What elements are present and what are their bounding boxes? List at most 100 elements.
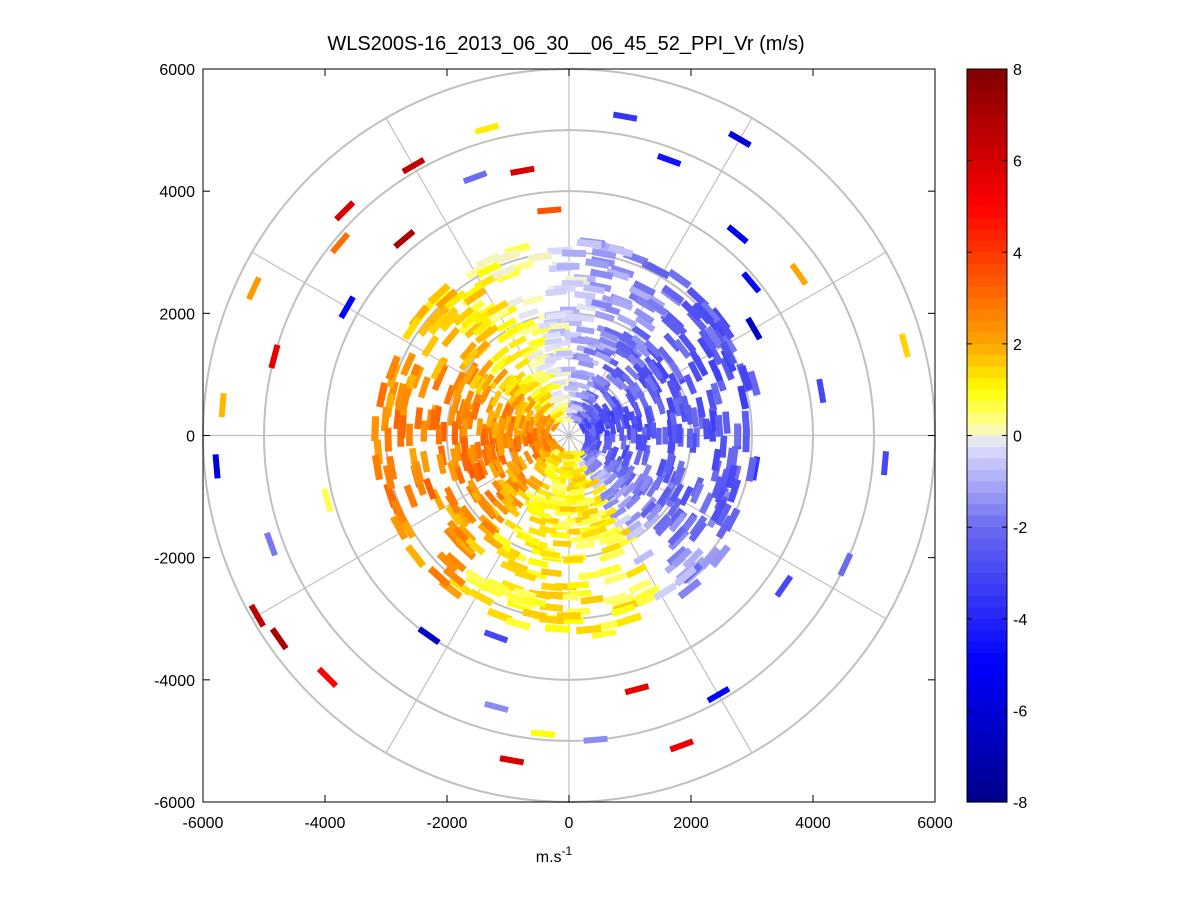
velocity-bin <box>496 547 518 563</box>
velocity-bin <box>576 303 597 312</box>
velocity-bin <box>541 515 560 525</box>
velocity-bin <box>657 346 675 366</box>
velocity-bin <box>589 268 614 280</box>
velocity-bin <box>490 358 507 376</box>
velocity-bin <box>393 228 416 249</box>
velocity-bin <box>461 283 485 302</box>
colorbar-band <box>967 137 1007 150</box>
y-tick-label: -2000 <box>154 551 195 568</box>
velocity-bin <box>633 307 655 325</box>
velocity-bin <box>661 284 685 305</box>
velocity-bin <box>698 492 715 515</box>
velocity-bin <box>528 358 546 370</box>
velocity-bin <box>598 336 617 349</box>
velocity-bin <box>394 387 407 412</box>
velocity-bin <box>688 520 708 543</box>
velocity-bin <box>609 420 617 435</box>
velocity-bin <box>451 371 466 392</box>
velocity-bin <box>490 389 503 407</box>
colorbar-band <box>967 584 1007 597</box>
velocity-bin <box>483 629 509 644</box>
velocity-bin <box>560 466 574 472</box>
velocity-bin <box>540 438 550 452</box>
velocity-bin <box>371 454 384 481</box>
colorbar-band <box>967 527 1007 540</box>
velocity-bin <box>501 403 512 420</box>
velocity-bin <box>611 406 623 422</box>
plot-area: -6000 -4000 -2000 0 2000 4000 6000 -6000-4000-… <box>154 62 953 832</box>
velocity-bin <box>465 261 491 280</box>
velocity-bin <box>513 383 528 398</box>
velocity-bin <box>722 411 731 434</box>
velocity-bin <box>523 450 534 465</box>
velocity-bin <box>610 264 635 279</box>
velocity-bin <box>653 582 678 602</box>
velocity-bin <box>528 526 547 538</box>
velocity-bin <box>330 231 351 255</box>
velocity-bin <box>334 200 356 222</box>
velocity-bin <box>690 407 700 428</box>
velocity-bin <box>484 443 494 461</box>
velocity-bin <box>474 122 500 135</box>
velocity-bin <box>380 406 391 432</box>
velocity-bin <box>537 435 545 449</box>
velocity-bin <box>597 418 606 433</box>
colorbar-band <box>967 275 1007 288</box>
velocity-bin <box>545 311 566 320</box>
velocity-bin <box>627 353 645 370</box>
velocity-bin <box>570 467 585 475</box>
velocity-bin <box>508 382 523 398</box>
velocity-bin <box>622 405 633 422</box>
velocity-bin <box>445 504 463 526</box>
velocity-bin <box>433 364 449 386</box>
velocity-bin <box>521 346 540 360</box>
velocity-bin <box>443 566 467 588</box>
velocity-bin <box>469 444 479 463</box>
velocity-bin <box>550 531 569 539</box>
colorbar-band <box>967 366 1007 379</box>
velocity-bin <box>647 420 654 438</box>
velocity-bin <box>671 547 693 568</box>
velocity-bin <box>402 316 422 341</box>
velocity-bin <box>789 262 809 286</box>
velocity-bin <box>584 455 597 467</box>
velocity-bin <box>590 375 607 387</box>
velocity-bin <box>667 525 687 546</box>
velocity-bin <box>621 373 637 389</box>
velocity-bin <box>403 484 419 509</box>
velocity-bin <box>571 475 586 484</box>
velocity-bin <box>578 570 600 581</box>
velocity-bin <box>599 486 616 499</box>
colorbar-band <box>967 183 1007 196</box>
velocity-bin <box>441 326 461 348</box>
velocity-bin <box>624 494 641 510</box>
velocity-bin <box>384 427 392 452</box>
velocity-bin <box>642 511 661 530</box>
colorbar-band <box>967 676 1007 689</box>
velocity-bin <box>695 396 706 418</box>
velocity-bin <box>498 375 513 392</box>
velocity-bin <box>592 469 607 482</box>
velocity-bin <box>645 261 671 280</box>
colorbar-band <box>967 389 1007 402</box>
velocity-bin <box>593 496 610 509</box>
velocity-bin <box>604 395 618 410</box>
velocity-bin <box>400 352 417 377</box>
velocity-bin <box>707 358 724 382</box>
velocity-bin <box>554 370 570 378</box>
velocity-bin <box>557 520 575 527</box>
velocity-bin <box>636 390 649 408</box>
velocity-bin <box>750 456 761 481</box>
velocity-bin <box>534 407 546 421</box>
velocity-bin <box>528 474 544 488</box>
velocity-bin <box>495 249 521 265</box>
velocity-bin <box>591 484 607 496</box>
velocity-bin <box>480 373 495 392</box>
velocity-bin <box>645 503 663 522</box>
colorbar-band <box>967 114 1007 127</box>
velocity-bin <box>729 445 739 470</box>
velocity-bin <box>602 363 619 377</box>
velocity-bin <box>727 130 752 148</box>
colorbar-band <box>967 172 1007 185</box>
velocity-bin <box>541 582 564 592</box>
